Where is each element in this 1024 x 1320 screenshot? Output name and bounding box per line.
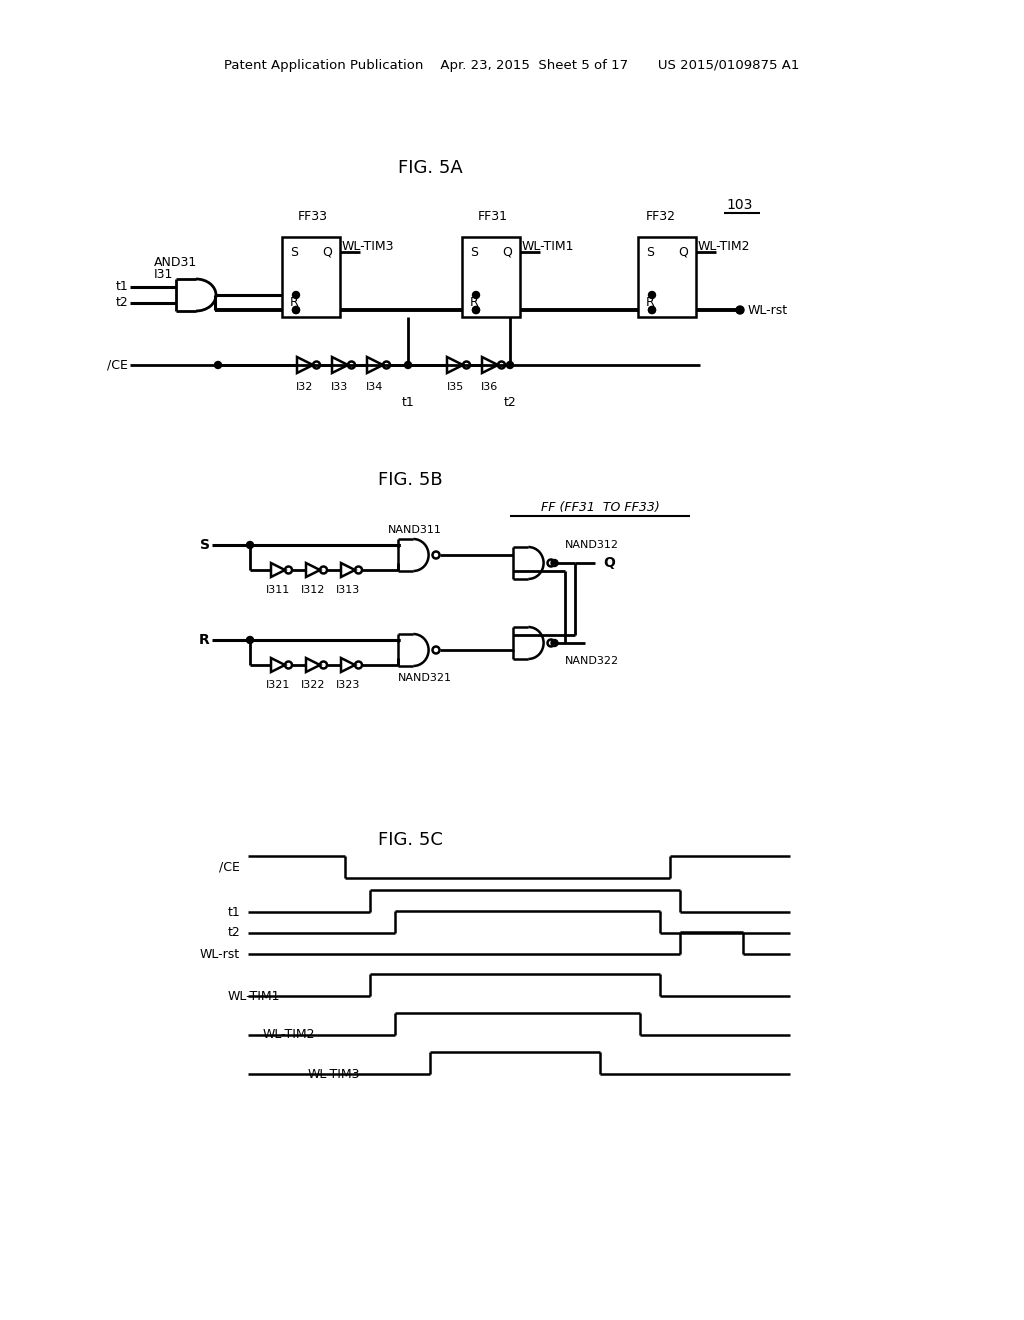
Text: WL-TIM1: WL-TIM1: [522, 240, 574, 253]
Text: S: S: [646, 246, 654, 259]
Text: WL-TIM3: WL-TIM3: [307, 1068, 360, 1081]
Text: t2: t2: [227, 927, 240, 940]
Circle shape: [648, 306, 655, 314]
Bar: [638, 238, 696, 317]
Text: /CE: /CE: [108, 359, 128, 371]
Text: NAND322: NAND322: [565, 656, 620, 667]
Circle shape: [293, 306, 299, 314]
Text: t1: t1: [401, 396, 415, 409]
Text: WL-TIM1: WL-TIM1: [227, 990, 280, 1002]
Circle shape: [736, 306, 744, 314]
Text: NAND321: NAND321: [398, 673, 452, 682]
Text: I322: I322: [301, 680, 326, 690]
Text: I31: I31: [154, 268, 173, 281]
Circle shape: [551, 560, 558, 566]
Text: WL-TIM2: WL-TIM2: [262, 1028, 315, 1041]
Text: I35: I35: [446, 381, 464, 392]
Text: FF33: FF33: [298, 210, 328, 223]
Circle shape: [507, 362, 513, 368]
Circle shape: [214, 362, 221, 368]
Text: I312: I312: [301, 585, 326, 595]
Bar: [462, 238, 520, 317]
Text: S: S: [290, 246, 298, 259]
Text: 103: 103: [726, 198, 753, 213]
Text: Q: Q: [678, 246, 688, 259]
Text: Q: Q: [603, 556, 614, 570]
Bar: [282, 238, 340, 317]
Circle shape: [472, 306, 479, 314]
Text: t1: t1: [227, 906, 240, 919]
Text: FIG. 5B: FIG. 5B: [378, 471, 442, 488]
Circle shape: [247, 541, 254, 549]
Text: I33: I33: [332, 381, 348, 392]
Text: I313: I313: [336, 585, 360, 595]
Text: t1: t1: [116, 281, 128, 293]
Text: WL-TIM3: WL-TIM3: [342, 240, 394, 253]
Text: Q: Q: [323, 246, 332, 259]
Circle shape: [472, 292, 479, 298]
Text: I321: I321: [266, 680, 290, 690]
Circle shape: [648, 306, 655, 314]
Text: t2: t2: [116, 297, 128, 309]
Text: FF32: FF32: [646, 210, 676, 223]
Text: R: R: [290, 296, 299, 309]
Text: NAND311: NAND311: [388, 525, 442, 535]
Text: WL-rst: WL-rst: [748, 304, 788, 317]
Text: Patent Application Publication    Apr. 23, 2015  Sheet 5 of 17       US 2015/010: Patent Application Publication Apr. 23, …: [224, 58, 800, 71]
Text: I311: I311: [266, 585, 290, 595]
Text: t2: t2: [504, 396, 516, 409]
Circle shape: [247, 636, 254, 644]
Text: /CE: /CE: [219, 861, 240, 874]
Circle shape: [551, 639, 558, 647]
Text: I323: I323: [336, 680, 360, 690]
Text: FF31: FF31: [478, 210, 508, 223]
Text: I34: I34: [367, 381, 384, 392]
Text: S: S: [470, 246, 478, 259]
Circle shape: [472, 306, 479, 314]
Circle shape: [404, 362, 412, 368]
Text: R: R: [646, 296, 654, 309]
Text: S: S: [200, 539, 210, 552]
Circle shape: [293, 306, 299, 314]
Text: FIG. 5C: FIG. 5C: [378, 832, 442, 849]
Text: I36: I36: [481, 381, 499, 392]
Text: AND31: AND31: [154, 256, 198, 268]
Text: FIG. 5A: FIG. 5A: [397, 158, 463, 177]
Text: Q: Q: [502, 246, 512, 259]
Text: WL-rst: WL-rst: [200, 948, 240, 961]
Circle shape: [648, 292, 655, 298]
Text: WL-TIM2: WL-TIM2: [698, 240, 751, 253]
Text: I32: I32: [296, 381, 313, 392]
Circle shape: [293, 292, 299, 298]
Text: NAND312: NAND312: [565, 540, 618, 550]
Text: FF (FF31  TO FF33): FF (FF31 TO FF33): [541, 502, 659, 515]
Text: R: R: [470, 296, 479, 309]
Text: R: R: [200, 634, 210, 647]
